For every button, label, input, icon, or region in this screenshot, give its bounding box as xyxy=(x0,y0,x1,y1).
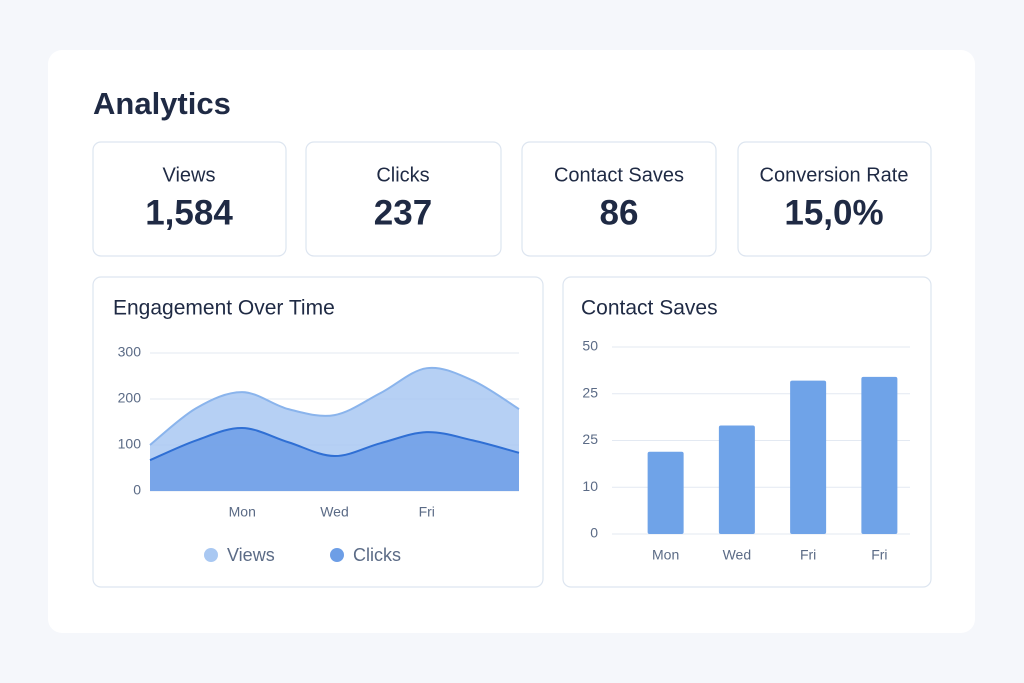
y-tick-label: 100 xyxy=(118,436,142,452)
line xyxy=(149,366,520,446)
line xyxy=(149,426,520,462)
x-tick-label: Fri xyxy=(871,547,887,563)
x-tick-label: Fri xyxy=(800,547,816,563)
y-tick-label: 0 xyxy=(133,482,141,498)
bar xyxy=(647,451,684,534)
stat-label: Clicks xyxy=(376,164,429,186)
bar xyxy=(718,425,755,534)
stat-value: 86 xyxy=(600,193,639,232)
stat-card xyxy=(305,141,502,257)
stat-value: 1,584 xyxy=(145,193,233,232)
legend-marker xyxy=(330,548,344,562)
y-tick-label: 200 xyxy=(118,390,142,406)
x-tick-label: Mon xyxy=(229,504,256,520)
x-tick-label: Mon xyxy=(652,547,679,563)
legend-marker xyxy=(204,548,218,562)
x-tick-label: Wed xyxy=(320,504,349,520)
y-tick-label: 0 xyxy=(590,525,598,541)
legend-label: Views xyxy=(227,545,275,565)
stat-label: Contact Saves xyxy=(554,164,684,186)
stat-value: 15,0% xyxy=(784,193,883,232)
area xyxy=(150,427,519,491)
stat-card xyxy=(521,141,717,257)
stat-value: 237 xyxy=(374,193,432,232)
chart-title: Engagement Over Time xyxy=(113,297,335,320)
y-tick-label: 50 xyxy=(582,338,598,354)
legend-label: Clicks xyxy=(353,545,401,565)
stat-label: Views xyxy=(163,164,216,186)
y-tick-label: 10 xyxy=(582,478,598,494)
bar xyxy=(790,380,827,534)
stat-card xyxy=(737,141,932,257)
x-tick-label: Wed xyxy=(723,547,752,563)
stat-label: Conversion Rate xyxy=(760,164,909,186)
stat-card xyxy=(92,141,287,257)
page-title: Analytics xyxy=(93,86,231,121)
y-tick-label: 25 xyxy=(582,431,598,447)
x-tick-label: Fri xyxy=(419,504,435,520)
bar xyxy=(861,376,898,534)
chart-title: Contact Saves xyxy=(581,297,718,320)
y-tick-label: 300 xyxy=(118,344,142,360)
y-tick-label: 25 xyxy=(582,384,598,400)
